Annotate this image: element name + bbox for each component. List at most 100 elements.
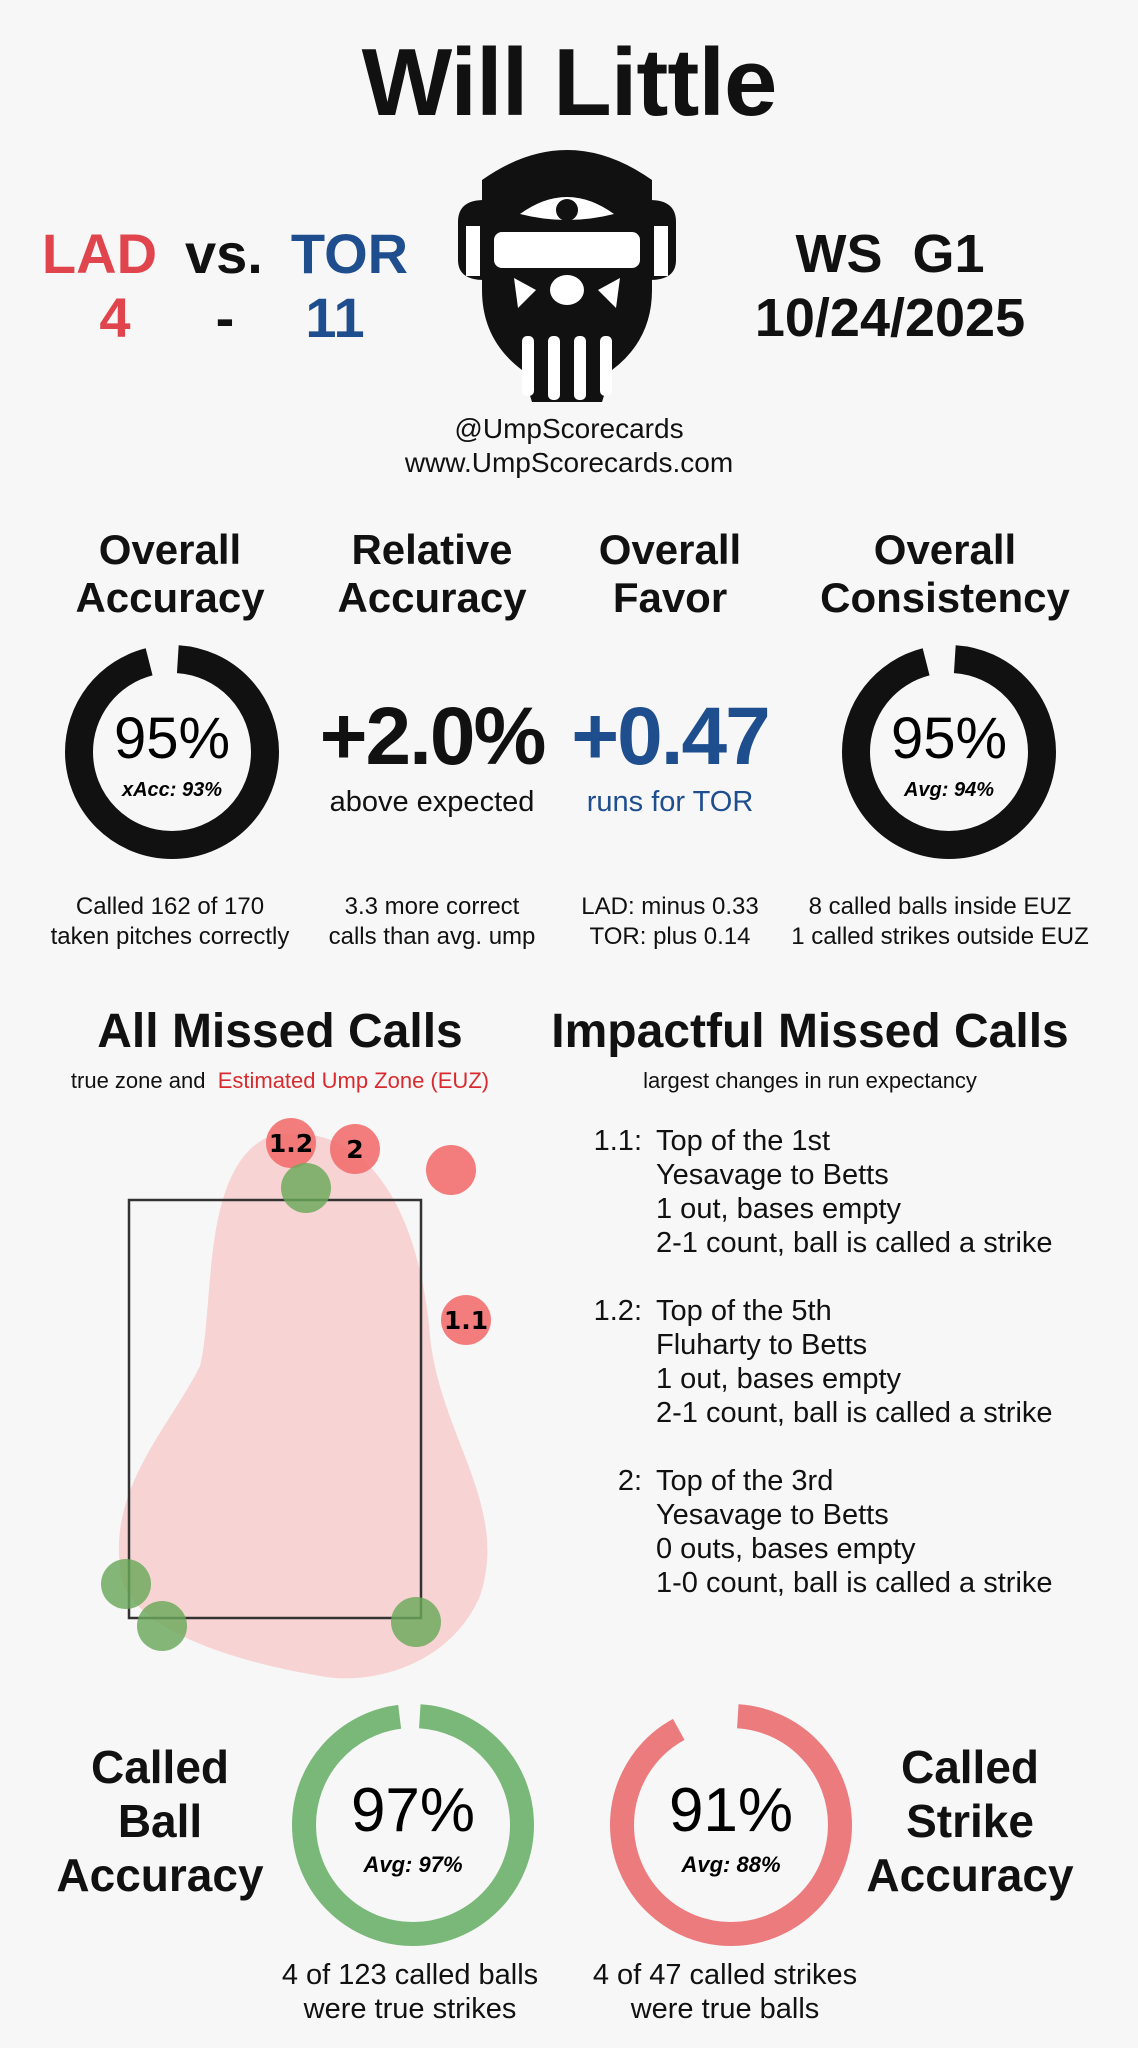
overall-accuracy-title: Overall Accuracy — [40, 526, 300, 622]
overall-consistency-desc: 8 called balls inside EUZ 1 called strik… — [770, 892, 1110, 952]
social-block: @UmpScorecards www.UmpScorecards.com — [0, 412, 1138, 480]
impact-line: Yesavage to Betts — [656, 1159, 889, 1191]
vs-label: vs. — [185, 222, 263, 285]
game-label: WS G1 — [795, 224, 985, 284]
home-score: 11 — [305, 286, 365, 349]
page-title: Will Little — [361, 29, 778, 136]
call-label-1-2: 1.2 — [269, 1129, 313, 1158]
game-date: 10/24/2025 — [754, 288, 1026, 348]
impact-line: Top of the 5th — [656, 1295, 832, 1327]
relative-accuracy-desc-line1: 3.3 more correct — [344, 893, 520, 920]
impact-item: 1.1: Top of the 1st Yesavage to Betts 1 … — [578, 1124, 1098, 1260]
called-ball-desc: 4 of 123 called balls were true strikes — [240, 1958, 580, 2026]
relative-accuracy-title: Relative Accuracy — [302, 526, 562, 622]
called-ball-title-line1: Called — [90, 1741, 230, 1793]
relative-accuracy-title-line1: Relative — [351, 526, 513, 573]
called-ball-title-line3: Accuracy — [56, 1849, 264, 1901]
all-missed-calls-subtitle: true zone and Estimated Ump Zone (EUZ) — [20, 1068, 540, 1094]
called-ball-desc-line1: 4 of 123 called balls — [281, 1959, 539, 1991]
missed-ball-point — [391, 1597, 441, 1647]
impact-line: 1 out, bases empty — [656, 1193, 902, 1225]
euz-region — [118, 1133, 488, 1679]
missed-calls-plot: 1.2 2 1.1 — [101, 1118, 491, 1679]
missed-strike-point — [330, 1124, 380, 1174]
matchup: LAD vs. TOR 4 - 11 — [40, 222, 410, 350]
called-strike-ring: 91% Avg: 88% — [610, 1704, 852, 1946]
impact-num: 1.1: — [593, 1125, 642, 1157]
all-missed-calls-title: All Missed Calls — [97, 1005, 463, 1058]
away-score: 4 — [99, 286, 131, 349]
called-strike-title-line2: Strike — [906, 1795, 1034, 1847]
game-info: WS G1 10/24/2025 — [710, 222, 1070, 350]
overall-accuracy-desc-line1: Called 162 of 170 — [75, 893, 265, 920]
called-ball-ring: 97% Avg: 97% — [292, 1704, 534, 1946]
overall-accuracy-ring: 95% xAcc: 93% — [65, 645, 279, 859]
home-team: TOR — [290, 222, 409, 285]
score-dash: - — [215, 286, 235, 349]
relative-accuracy-caption: above expected — [329, 786, 535, 818]
overall-consistency-title: Overall Consistency — [800, 526, 1090, 622]
overall-accuracy-title-line2: Accuracy — [75, 574, 265, 621]
impact-line: 1 out, bases empty — [656, 1363, 902, 1395]
missed-strike-point — [426, 1145, 476, 1195]
impact-item: 1.2: Top of the 5th Fluharty to Betts 1 … — [578, 1294, 1098, 1430]
overall-consistency-title-line1: Overall — [873, 526, 1017, 573]
called-strike-desc-line1: 4 of 47 called strikes — [592, 1959, 858, 1991]
strike-zone — [127, 1198, 423, 1620]
called-strike-title-line1: Called — [900, 1741, 1040, 1793]
impact-num: 1.2: — [593, 1295, 642, 1327]
impactful-calls-subtitle: largest changes in run expectancy — [643, 1068, 977, 1093]
impact-line: Top of the 1st — [656, 1125, 831, 1157]
relative-accuracy-desc-line2: calls than avg. ump — [328, 923, 536, 950]
overall-favor-desc-line2: TOR: plus 0.14 — [589, 923, 751, 950]
missed-ball-point — [137, 1601, 187, 1651]
overall-consistency-title-line2: Consistency — [820, 574, 1070, 621]
umpire-mask-icon — [458, 150, 676, 402]
impactful-calls-title: Impactful Missed Calls — [551, 1005, 1069, 1058]
overall-favor-title-line2: Favor — [612, 574, 728, 621]
called-strike-avg: Avg: 88% — [680, 1852, 780, 1877]
away-team: LAD — [41, 222, 158, 285]
called-ball-title: Called Ball Accuracy — [40, 1740, 280, 1902]
xacc-caption: xAcc: 93% — [121, 779, 222, 801]
overall-consistency-value: 95% — [891, 706, 1007, 771]
impact-line: 2-1 count, ball is called a strike — [656, 1227, 1053, 1259]
overall-consistency-desc-line2: 1 called strikes outside EUZ — [791, 923, 1089, 950]
impactful-calls-list: 1.1: Top of the 1st Yesavage to Betts 1 … — [578, 1124, 1098, 1634]
missed-ball-point — [281, 1163, 331, 1213]
overall-favor-desc: LAD: minus 0.33 TOR: plus 0.14 — [560, 892, 780, 952]
impact-line: 1-0 count, ball is called a strike — [656, 1567, 1053, 1599]
called-strike-desc: 4 of 47 called strikes were true balls — [560, 1958, 890, 2026]
relative-accuracy-value: +2.0% — [319, 691, 547, 782]
called-strike-desc-line2: were true balls — [630, 1993, 820, 2025]
consistency-avg-caption: Avg: 94% — [903, 779, 994, 801]
called-ball-title-line2: Ball — [117, 1795, 203, 1847]
call-label-1-1: 1.1 — [444, 1306, 488, 1335]
overall-favor-desc-line1: LAD: minus 0.33 — [581, 893, 759, 920]
called-strike-value: 91% — [669, 1776, 793, 1845]
called-ball-desc-line2: were true strikes — [303, 1993, 517, 2025]
website: www.UmpScorecards.com — [404, 447, 734, 478]
called-ball-value: 97% — [351, 1776, 475, 1845]
missed-strike-point — [441, 1295, 491, 1345]
overall-accuracy-desc-line2: taken pitches correctly — [50, 923, 290, 950]
subtitle-prefix: true zone and — [70, 1068, 206, 1093]
social-handle: @UmpScorecards — [454, 413, 684, 444]
impact-line: Fluharty to Betts — [656, 1329, 868, 1361]
overall-accuracy-value: 95% — [114, 706, 230, 771]
impact-item: 2: Top of the 3rd Yesavage to Betts 0 ou… — [578, 1464, 1098, 1600]
overall-consistency-ring: 95% Avg: 94% — [842, 645, 1056, 859]
impact-line: 2-1 count, ball is called a strike — [656, 1397, 1053, 1429]
missed-strike-point — [266, 1118, 316, 1168]
relative-accuracy-desc: 3.3 more correct calls than avg. ump — [302, 892, 562, 952]
impact-line: Yesavage to Betts — [656, 1499, 889, 1531]
impact-num: 2: — [617, 1465, 642, 1497]
overall-accuracy-title-line1: Overall — [98, 526, 242, 573]
relative-accuracy-title-line2: Accuracy — [337, 574, 527, 621]
call-label-2: 2 — [346, 1135, 363, 1164]
overall-favor-caption: runs for TOR — [586, 786, 754, 818]
euz-label: Estimated Ump Zone (EUZ) — [217, 1068, 490, 1093]
impact-line: Top of the 3rd — [656, 1465, 834, 1497]
called-ball-avg: Avg: 97% — [362, 1852, 462, 1877]
overall-favor-title: Overall Favor — [550, 526, 790, 622]
